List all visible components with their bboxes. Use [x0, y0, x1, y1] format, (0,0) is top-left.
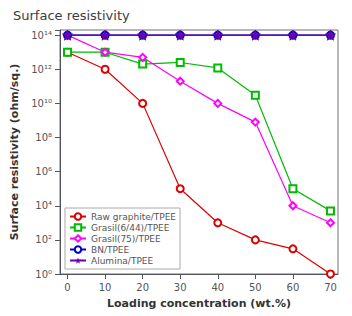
svg-text:10⁶: 10⁶ — [35, 166, 52, 177]
svg-text:Alumina/TPEE: Alumina/TPEE — [91, 256, 153, 266]
svg-text:10²: 10² — [35, 234, 52, 245]
svg-text:10¹²: 10¹² — [31, 64, 52, 75]
svg-text:Grasil(6/44)/TPEE: Grasil(6/44)/TPEE — [91, 223, 170, 233]
svg-text:10: 10 — [99, 282, 112, 293]
svg-text:60: 60 — [287, 282, 300, 293]
svg-text:0: 0 — [64, 282, 70, 293]
svg-text:10⁴: 10⁴ — [35, 200, 52, 211]
svg-text:Loading concentration (wt.%): Loading concentration (wt.%) — [107, 297, 291, 310]
svg-text:BN/TPEE: BN/TPEE — [91, 245, 130, 255]
svg-text:Surface resistivity (ohm/sq.): Surface resistivity (ohm/sq.) — [8, 64, 21, 241]
svg-text:Grasil(75)/TPEE: Grasil(75)/TPEE — [91, 234, 161, 244]
svg-text:30: 30 — [174, 282, 187, 293]
svg-text:Raw graphite/TPEE: Raw graphite/TPEE — [91, 212, 176, 222]
svg-text:20: 20 — [136, 282, 149, 293]
svg-text:50: 50 — [249, 282, 262, 293]
svg-text:10⁸: 10⁸ — [35, 132, 52, 143]
svg-text:10¹⁴: 10¹⁴ — [31, 30, 52, 41]
svg-text:70: 70 — [324, 282, 337, 293]
svg-text:10⁰: 10⁰ — [35, 269, 52, 280]
svg-text:Surface resistivity: Surface resistivity — [13, 8, 130, 23]
svg-text:40: 40 — [211, 282, 224, 293]
svg-text:10¹⁰: 10¹⁰ — [31, 98, 52, 109]
